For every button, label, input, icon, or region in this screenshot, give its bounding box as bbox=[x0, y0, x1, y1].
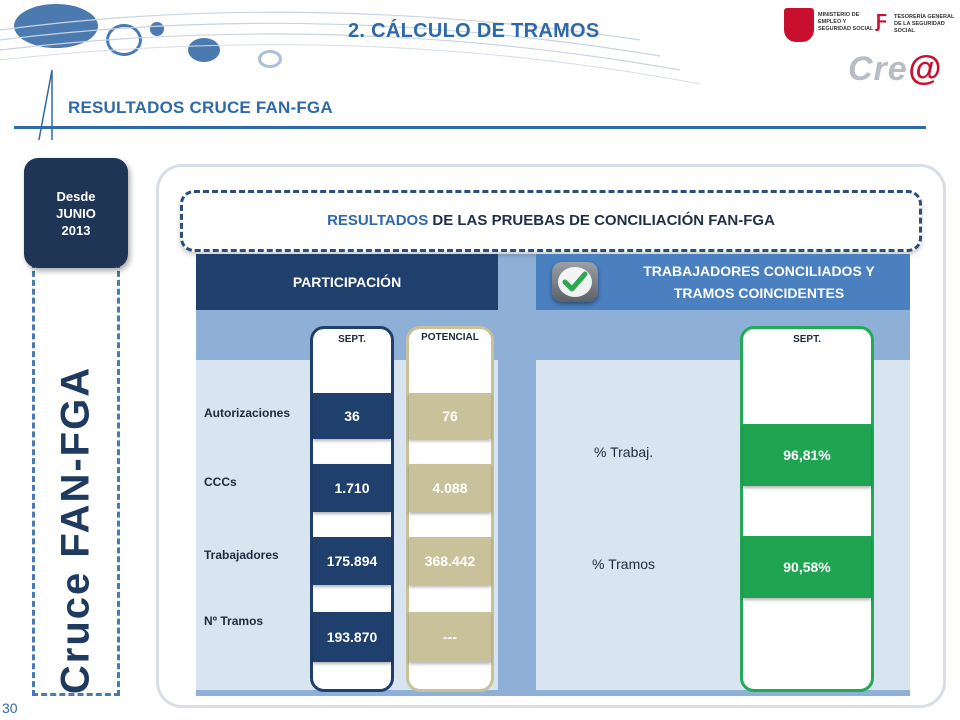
row-label: Autorizaciones bbox=[204, 406, 291, 420]
cred-logo-text: Cre bbox=[848, 50, 908, 88]
section-title: RESULTADOS CRUCE FAN-FGA bbox=[68, 98, 333, 117]
date-tab: Desde JUNIO 2013 bbox=[24, 158, 128, 268]
header-title: 2. CÁLCULO DE TRAMOS bbox=[348, 20, 600, 42]
header-divider bbox=[14, 126, 926, 129]
decorative-circle bbox=[258, 50, 282, 68]
row-label: Trabajadores bbox=[204, 548, 279, 562]
ministry-crest-icon bbox=[784, 8, 814, 42]
decorative-circle bbox=[188, 38, 220, 62]
date-tab-line: Desde bbox=[56, 189, 96, 204]
row-label: CCCs bbox=[204, 475, 237, 489]
metric-value-cell: 90,58% bbox=[743, 536, 871, 598]
banner-accent: RESULTADOS bbox=[327, 212, 429, 229]
ministry-logo-text: MINISTERIO DE EMPLEO Y SEGURIDAD SOCIAL bbox=[818, 12, 874, 32]
metric-label: % Trabaj. bbox=[594, 444, 654, 460]
tgss-logo-text: TESORERÍA GENERAL DE LA SEGURIDAD SOCIAL bbox=[894, 14, 955, 34]
checkmark-icon bbox=[552, 262, 598, 302]
sept-value-cell: 36 bbox=[313, 393, 391, 439]
sept-value-cell: 1.710 bbox=[313, 464, 391, 512]
conciliation-heading: TRABAJADORES CONCILIADOS Y TRAMOS COINCI… bbox=[536, 254, 910, 310]
right-sept-column-header: SEPT. bbox=[793, 334, 821, 345]
metric-label: % Tramos bbox=[592, 556, 656, 572]
participation-heading: PARTICIPACIÓN bbox=[196, 254, 498, 310]
sept-value-cell: 175.894 bbox=[313, 537, 391, 585]
date-tab-line: 2013 bbox=[61, 223, 91, 238]
results-banner: RESULTADOS DE LAS PRUEBAS DE CONCILIACIÓ… bbox=[180, 190, 922, 252]
decorative-swoosh bbox=[0, 11, 701, 140]
date-tab-line: JUNIO bbox=[56, 206, 96, 221]
sept-column-header: SEPT. bbox=[338, 334, 366, 345]
conciliation-heading-line: TRAMOS COINCIDENTES bbox=[673, 285, 845, 301]
potencial-value-cell: 4.088 bbox=[409, 464, 491, 512]
potencial-column-header: POTENCIAL bbox=[421, 332, 479, 343]
cred-logo: Cre@ bbox=[848, 50, 942, 89]
sidebar-vertical-title: Cruce FAN-FGA bbox=[53, 365, 98, 695]
banner-text: DE LAS PRUEBAS DE CONCILIACIÓN FAN-FGA bbox=[432, 212, 775, 229]
metric-value-cell: 96,81% bbox=[743, 424, 871, 486]
page-number: 30 bbox=[2, 700, 18, 716]
sept-value-cell: 193.870 bbox=[313, 612, 391, 662]
cred-logo-suffix: @ bbox=[907, 50, 942, 88]
conciliation-heading-line: TRABAJADORES CONCILIADOS Y bbox=[643, 263, 875, 279]
potencial-value-cell: 76 bbox=[409, 393, 491, 439]
row-label: Nº Tramos bbox=[204, 614, 264, 628]
right-sept-column bbox=[740, 326, 874, 692]
tgss-icon: Ƒ bbox=[876, 11, 887, 31]
potencial-value-cell: 368.442 bbox=[409, 537, 491, 585]
potencial-value-cell: --- bbox=[409, 612, 491, 662]
